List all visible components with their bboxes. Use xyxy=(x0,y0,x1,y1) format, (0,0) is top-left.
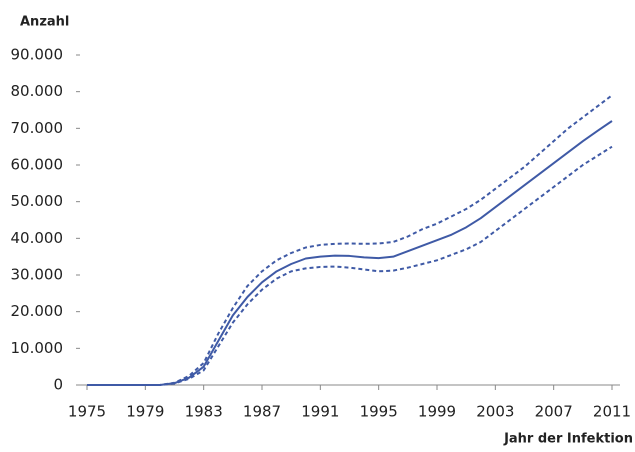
x-tick-label: 1999 xyxy=(418,403,456,421)
y-tick-label: 30.000 xyxy=(11,266,64,284)
y-tick-label: 20.000 xyxy=(11,302,64,320)
series-line xyxy=(87,120,613,386)
x-tick-label: 1987 xyxy=(243,403,281,421)
x-tick-label: 1979 xyxy=(126,403,164,421)
y-tick-label: 0 xyxy=(53,376,63,394)
y-tick-label: 90.000 xyxy=(11,46,64,64)
series-line xyxy=(87,145,613,386)
y-axis-label: Anzahl xyxy=(20,15,69,30)
y-tick-label: 40.000 xyxy=(11,229,64,247)
x-axis-label: Jahr der Infektion xyxy=(503,432,633,447)
x-tick-label: 2007 xyxy=(535,403,573,421)
series-line xyxy=(87,94,613,386)
x-tick-label: 1991 xyxy=(301,403,339,421)
x-tick-label: 2003 xyxy=(476,403,514,421)
x-tick-label: 1995 xyxy=(360,403,398,421)
x-tick-label: 1983 xyxy=(185,403,223,421)
y-tick-label: 50.000 xyxy=(11,192,64,210)
x-tick-label: 1975 xyxy=(68,403,106,421)
x-tick-label: 2011 xyxy=(593,403,631,421)
y-tick-label: 60.000 xyxy=(11,156,64,174)
y-tick-label: 80.000 xyxy=(11,82,64,100)
y-tick-label: 70.000 xyxy=(11,119,64,137)
y-tick-label: 10.000 xyxy=(11,339,64,357)
